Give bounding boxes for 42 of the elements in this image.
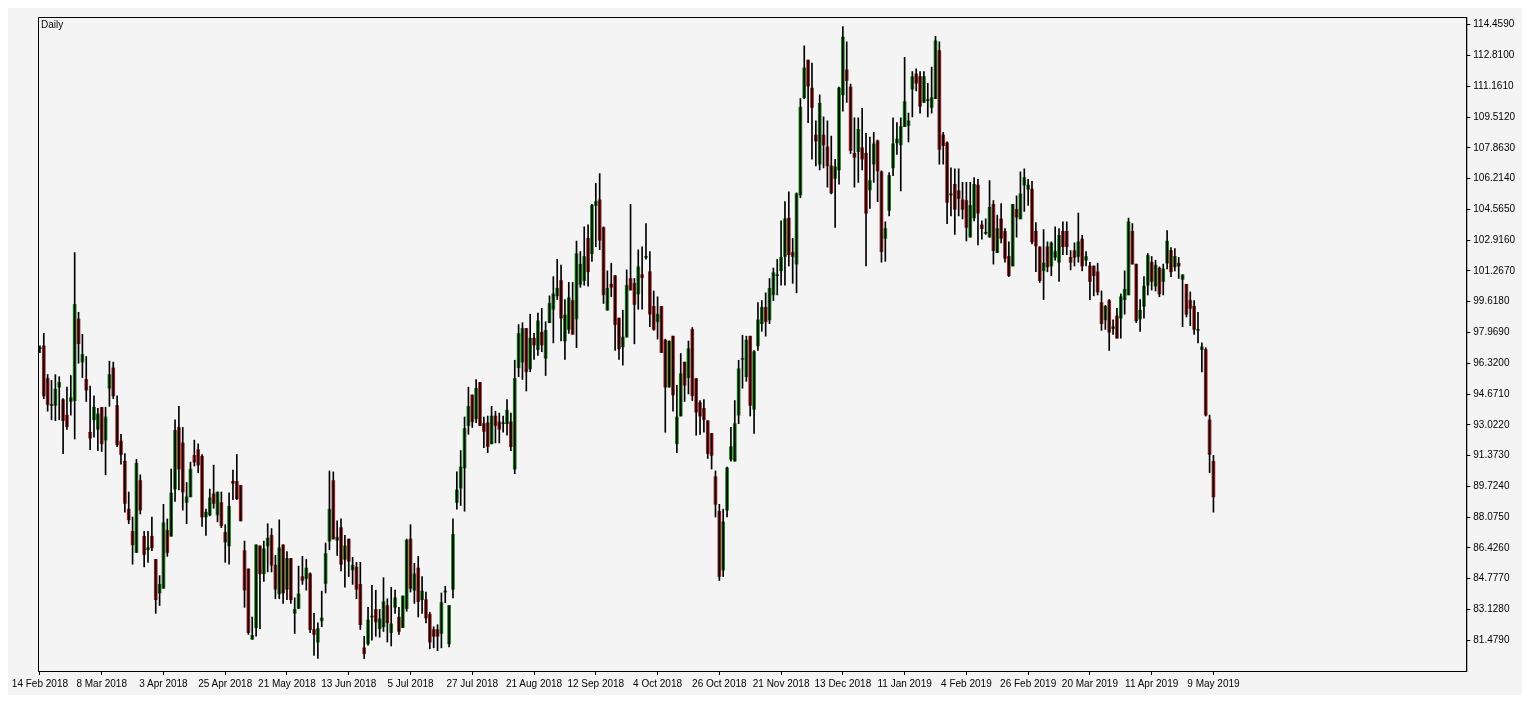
y-tick-label: 94.6710 xyxy=(1473,387,1510,399)
y-tick-label: 102.9160 xyxy=(1473,233,1516,245)
y-tick-label: 107.8630 xyxy=(1473,141,1516,153)
y-tick-label: 96.3200 xyxy=(1473,356,1510,368)
x-tick-label: 25 Apr 2018 xyxy=(198,677,253,689)
x-tick-label: 9 May 2019 xyxy=(1187,677,1241,689)
y-tick-label: 97.9690 xyxy=(1473,326,1510,338)
y-tick-label: 93.0220 xyxy=(1473,418,1510,430)
y-tick-label: 84.7770 xyxy=(1473,572,1510,584)
y-tick-label: 114.4590 xyxy=(1473,18,1515,30)
x-tick-label: 11 Apr 2019 xyxy=(1125,677,1179,689)
x-tick-label: 3 Apr 2018 xyxy=(139,677,189,689)
x-tick-label: 26 Oct 2018 xyxy=(692,677,748,689)
chart-title: Daily xyxy=(41,18,64,30)
x-tick-label: 4 Oct 2018 xyxy=(633,677,683,689)
x-tick-label: 27 Jul 2018 xyxy=(446,677,499,689)
y-tick-label: 89.7240 xyxy=(1473,480,1510,492)
y-tick-label: 104.5650 xyxy=(1473,203,1516,215)
x-tick-label: 13 Dec 2018 xyxy=(814,677,872,689)
x-tick-label: 4 Feb 2019 xyxy=(941,677,993,689)
y-tick-label: 91.3730 xyxy=(1473,449,1510,461)
y-tick-label: 99.6180 xyxy=(1473,295,1510,307)
x-tick-label: 8 Mar 2018 xyxy=(76,677,128,689)
y-tick-label: 106.2140 xyxy=(1473,172,1516,184)
y-tick-label: 101.2670 xyxy=(1473,264,1516,276)
y-tick-label: 111.1610 xyxy=(1473,79,1514,91)
x-tick-label: 13 Jun 2018 xyxy=(321,677,377,689)
y-tick-label: 109.5120 xyxy=(1473,110,1516,122)
y-tick-label: 83.1280 xyxy=(1473,603,1510,615)
y-tick-label: 88.0750 xyxy=(1473,510,1510,522)
x-tick-label: 20 Mar 2019 xyxy=(1061,677,1119,689)
x-tick-label: 21 Aug 2018 xyxy=(505,677,563,689)
x-tick-label: 14 Feb 2018 xyxy=(11,677,69,689)
x-tick-label: 21 Nov 2018 xyxy=(752,677,810,689)
y-tick-label: 86.4260 xyxy=(1473,541,1510,553)
x-tick-label: 12 Sep 2018 xyxy=(567,677,625,689)
x-tick-label: 21 May 2018 xyxy=(258,677,317,689)
x-tick-label: 26 Feb 2019 xyxy=(1000,677,1057,689)
y-tick-label: 112.8100 xyxy=(1473,49,1515,61)
y-tick-label: 81.4790 xyxy=(1473,633,1510,645)
x-tick-label: 5 Jul 2018 xyxy=(387,677,435,689)
x-tick-label: 11 Jan 2019 xyxy=(877,677,933,689)
